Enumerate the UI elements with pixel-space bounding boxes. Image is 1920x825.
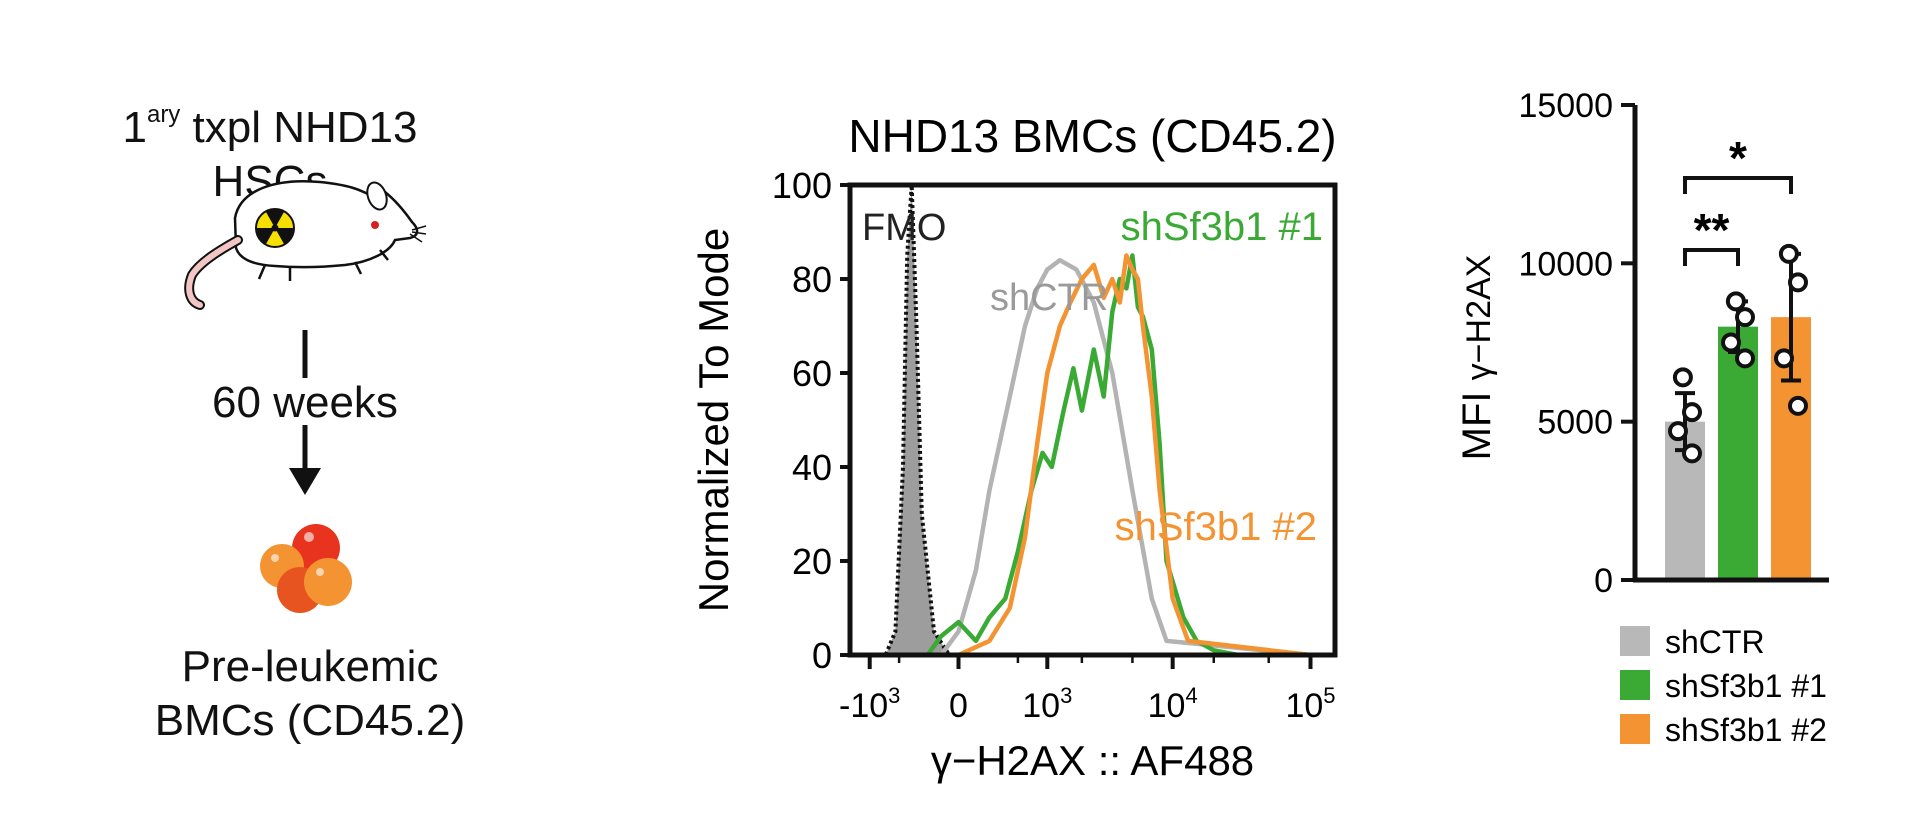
histogram-frame <box>847 182 1338 658</box>
arrow-label: 60 weeks <box>212 378 398 427</box>
data-point <box>1788 272 1808 293</box>
bar-y-tick-label: 15000 <box>1518 87 1613 125</box>
legend-swatch <box>1620 626 1650 656</box>
histogram-series-fmo-fill <box>850 185 1311 655</box>
significance-bracket <box>1683 248 1740 266</box>
bottom-label-line2: BMCs (CD45.2) <box>154 696 466 745</box>
annotation-shsf3b1-2: shSf3b1 #2 <box>1115 505 1317 549</box>
histogram-y-axis-label: Normalized To Mode <box>690 228 737 612</box>
histogram-series-shsf3b1-2 <box>850 253 1311 658</box>
schematic-bottom-label: Pre-leukemic BMCs (CD45.2) <box>130 640 490 748</box>
data-point <box>1778 243 1799 264</box>
down-arrow-icon <box>289 330 321 495</box>
x-tick-label: 103 <box>1022 683 1072 725</box>
top-label-superscript: ary <box>146 101 181 128</box>
x-tick-label: 0 <box>949 687 968 725</box>
legend-label: shSf3b1 #2 <box>1665 712 1827 748</box>
legend-swatch <box>1620 670 1650 700</box>
significance-label: ** <box>1694 204 1730 256</box>
legend-label: shCTR <box>1665 624 1765 660</box>
legend-swatch <box>1620 714 1650 744</box>
histogram-x-axis-label: γ−H2AX :: AF488 <box>931 737 1254 784</box>
histogram-series-shctr <box>850 257 1311 658</box>
bar-y-tick-label: 0 <box>1594 562 1613 600</box>
data-point <box>1668 421 1688 442</box>
y-tick-label: 80 <box>792 259 832 300</box>
schematic-top-label: 1ary txpl NHD13 HSCs <box>100 88 440 209</box>
annotation-shctr: shCTR <box>990 277 1108 319</box>
top-label-rest: txpl NHD13 <box>180 103 418 152</box>
histogram-series-fmo <box>850 184 1311 657</box>
y-tick-label: 100 <box>772 165 832 206</box>
x-tick-label: 104 <box>1148 683 1198 725</box>
y-tick-label: 40 <box>792 447 832 488</box>
bar-shsf3b1-1 <box>1718 326 1758 580</box>
x-tick-label: 105 <box>1285 683 1335 725</box>
y-tick-label: 20 <box>792 541 832 582</box>
data-point <box>1672 367 1693 388</box>
data-point <box>1725 291 1746 312</box>
data-point <box>1774 348 1794 369</box>
annotation-shsf3b1-1: shSf3b1 #1 <box>1121 205 1323 249</box>
x-tick-label: -103 <box>839 683 900 725</box>
data-point <box>1721 332 1741 353</box>
data-point <box>1682 443 1702 464</box>
data-point <box>1735 348 1755 369</box>
histogram-chart: NHD13 BMCs (CD45.2) 0 20 40 60 80 100 Normalize… <box>690 110 1338 784</box>
irradiated-mouse-icon <box>184 180 427 310</box>
cell-cluster-icon <box>260 524 352 613</box>
data-point <box>1735 307 1755 328</box>
significance-bracket <box>1683 176 1793 194</box>
bottom-label-line1: Pre-leukemic <box>181 642 439 691</box>
y-tick-label: 0 <box>812 635 832 676</box>
bar-y-tick-label: 10000 <box>1518 245 1613 283</box>
bar-y-tick-label: 5000 <box>1537 404 1613 442</box>
y-tick-label: 60 <box>792 353 832 394</box>
data-point <box>1682 402 1702 423</box>
top-label-number: 1 <box>122 103 147 152</box>
schematic-graphics <box>184 180 427 613</box>
schematic-panel: 1ary txpl NHD13 HSCs <box>0 0 620 825</box>
significance-label: * <box>1729 132 1747 184</box>
annotation-fmo: FMO <box>862 207 946 249</box>
data-point <box>1788 395 1808 416</box>
legend-label: shSf3b1 #1 <box>1665 668 1827 704</box>
bar-y-axis-label: MFI γ−H2AX <box>1455 255 1499 461</box>
histogram-title: NHD13 BMCs (CD45.2) <box>848 110 1336 162</box>
